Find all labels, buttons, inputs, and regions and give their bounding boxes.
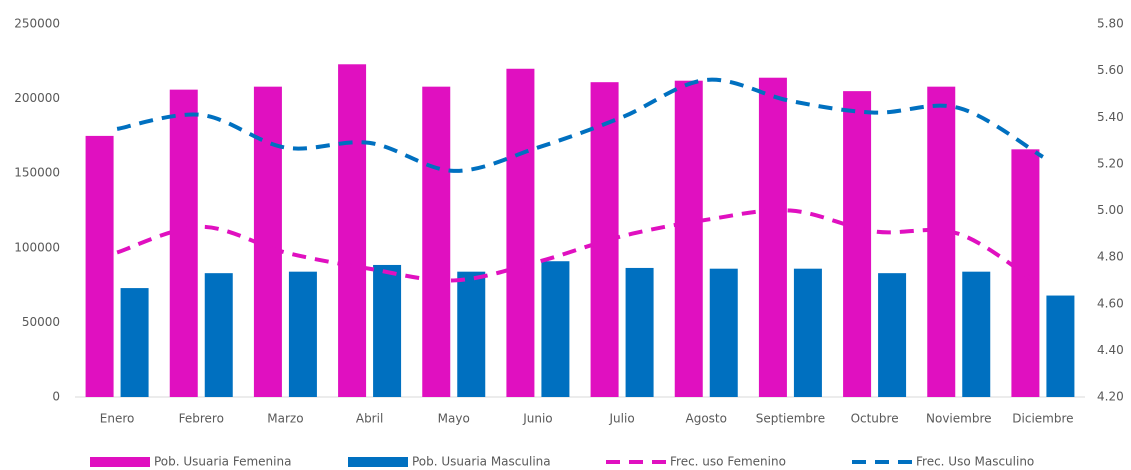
x-tick-label: Agosto — [686, 412, 727, 426]
bar — [120, 288, 149, 397]
bar — [204, 273, 233, 397]
line — [116, 77, 1044, 173]
x-tick-label: Marzo — [267, 412, 303, 426]
bar — [338, 64, 367, 397]
y-tick-label: 50000 — [22, 315, 60, 329]
bar — [927, 86, 956, 397]
y2-tick-label: 5.40 — [1097, 110, 1124, 124]
x-tick-label: Noviembre — [926, 412, 992, 426]
bar — [843, 91, 872, 397]
bar — [457, 271, 486, 397]
bar — [793, 268, 822, 397]
bar — [625, 267, 654, 397]
line — [116, 208, 1045, 290]
bar — [1046, 295, 1075, 397]
y2-tick-label: 5.00 — [1097, 203, 1124, 217]
x-tick-label: Enero — [100, 412, 135, 426]
legend-swatch — [348, 457, 408, 467]
x-tick-label: Septiembre — [756, 412, 825, 426]
legend-label: Pob. Usuaria Femenina — [154, 455, 291, 469]
y-tick-label: 250000 — [14, 17, 60, 31]
x-tick-label: Febrero — [179, 412, 224, 426]
x-tick-label: Julio — [609, 412, 635, 426]
y2-tick-label: 4.20 — [1097, 390, 1124, 404]
bar — [288, 271, 317, 397]
bar — [962, 271, 991, 397]
x-tick-label: Junio — [522, 412, 552, 426]
bar — [373, 264, 402, 397]
legend-swatch — [90, 457, 150, 467]
bar — [1011, 149, 1040, 397]
x-tick-label: Diciembre — [1012, 412, 1073, 426]
y2-tick-label: 5.20 — [1097, 156, 1124, 170]
bar — [758, 77, 787, 397]
y2-tick-label: 5.60 — [1097, 63, 1124, 77]
bar — [674, 80, 703, 398]
legend-label: Pob. Usuaria Masculina — [412, 455, 551, 469]
x-tick-label: Mayo — [438, 412, 470, 426]
y2-tick-label: 4.80 — [1097, 250, 1124, 264]
y-tick-label: 150000 — [14, 166, 60, 180]
bar — [541, 261, 570, 397]
y-tick-label: 200000 — [14, 91, 60, 105]
bar — [85, 135, 114, 397]
bar — [709, 268, 738, 397]
y-tick-label: 0 — [52, 390, 60, 404]
x-tick-label: Abril — [356, 412, 383, 426]
bar — [422, 86, 451, 397]
legend-label: Frec. uso Femenino — [670, 455, 786, 469]
y2-tick-label: 4.60 — [1097, 296, 1124, 310]
legend-label: Frec. Uso Masculino — [916, 455, 1034, 469]
y2-tick-label: 4.40 — [1097, 343, 1124, 357]
bar — [169, 89, 198, 397]
bar — [878, 273, 907, 397]
y-tick-label: 100000 — [14, 240, 60, 254]
bar — [506, 68, 535, 397]
x-tick-label: Octubre — [851, 412, 899, 426]
y2-tick-label: 5.80 — [1097, 17, 1124, 31]
